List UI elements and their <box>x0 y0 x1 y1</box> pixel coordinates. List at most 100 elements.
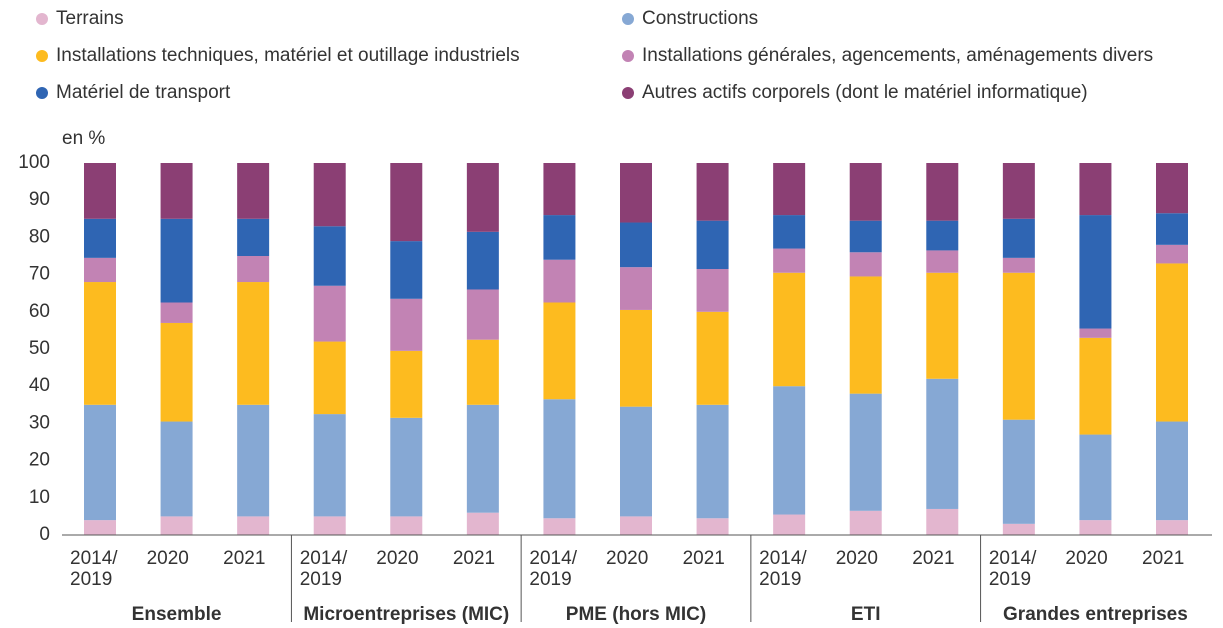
x-tick-label: 2020 <box>606 548 649 569</box>
y-tick-label: 90 <box>29 189 50 210</box>
bar-segment <box>466 404 499 513</box>
bar-segment <box>696 163 729 221</box>
bar-segment <box>696 404 729 519</box>
legend-label: Autres actifs corporels (dont le matérie… <box>642 82 1088 103</box>
bar-segment <box>237 218 270 256</box>
bar-segment <box>466 231 499 290</box>
bar-segment <box>466 163 499 232</box>
bar-segment <box>313 226 346 286</box>
bar-segment <box>1079 520 1112 535</box>
legend-label: Terrains <box>56 8 124 29</box>
x-tick-label: 2021 <box>452 548 496 569</box>
bar-segment <box>1156 263 1188 422</box>
x-tick-label: 2014/ 2019 <box>299 548 348 590</box>
bar-segment <box>773 163 806 216</box>
bar-segment <box>543 163 576 216</box>
bar-segment <box>773 386 806 515</box>
bar-segment <box>543 518 576 535</box>
legend-label: Installations générales, agencements, am… <box>642 45 1153 66</box>
bar-segment <box>1002 272 1035 420</box>
legend-marker <box>622 50 634 62</box>
bar-segment <box>1156 163 1188 214</box>
x-tick-label: 2014/ 2019 <box>759 548 807 590</box>
x-tick-label: 2021 <box>682 548 725 569</box>
y-tick-label: 0 <box>39 524 50 545</box>
bar-segment <box>620 163 652 223</box>
group-label: Ensemble <box>131 604 222 625</box>
bar-segment <box>390 163 423 242</box>
x-tick-label: 2021 <box>1142 548 1185 569</box>
bar-segment <box>1002 257 1035 273</box>
x-tick-label: 2020 <box>146 548 189 569</box>
bar-segment <box>620 406 652 517</box>
bar-segment <box>696 269 729 312</box>
legend-marker <box>36 87 48 99</box>
bar-segment <box>313 414 346 517</box>
x-tick-label: 2020 <box>376 548 419 569</box>
bar-segment <box>543 302 576 400</box>
bar-segment <box>543 215 576 260</box>
bar-segment <box>620 222 652 268</box>
x-tick-label: 2014/ 2019 <box>70 548 118 590</box>
bar-segment <box>1079 163 1112 216</box>
bar-segment <box>84 257 116 283</box>
x-tick-label: 2014/ 2019 <box>988 548 1037 590</box>
bar-segment <box>1156 213 1188 245</box>
y-tick-label: 20 <box>29 450 50 471</box>
bar-segment <box>926 220 959 251</box>
bar-segment <box>84 163 116 219</box>
bar-segment <box>926 508 959 535</box>
bar-segment <box>160 421 193 517</box>
y-tick-label: 30 <box>29 412 50 433</box>
bar-segment <box>313 285 346 342</box>
bar-segment <box>313 163 346 227</box>
bar-segment <box>926 163 959 221</box>
y-tick-label: 10 <box>29 487 50 508</box>
bar-segment <box>1002 218 1035 258</box>
bar-segment <box>773 272 806 387</box>
y-tick-label: 100 <box>18 152 50 173</box>
bar-segment <box>390 350 423 418</box>
bar-segment <box>1079 337 1112 435</box>
bar-segment <box>696 220 729 270</box>
y-axis-label: en % <box>62 128 105 149</box>
group-label: Microentreprises (MIC) <box>303 604 510 625</box>
bar-segment <box>1079 328 1112 338</box>
legend-label: Installations techniques, matériel et ou… <box>56 45 520 66</box>
bar-segment <box>620 516 652 535</box>
bar-segment <box>466 289 499 340</box>
bar-segment <box>1002 163 1035 219</box>
bar-segment <box>313 516 346 535</box>
bar-segment <box>1002 523 1035 535</box>
bar-segment <box>390 241 423 299</box>
bar-segment <box>160 302 193 323</box>
bar-segment <box>773 215 806 249</box>
bar-segment <box>926 272 959 379</box>
bar-segment <box>1156 520 1188 535</box>
bar-segment <box>237 282 270 405</box>
group-label: ETI <box>850 604 881 625</box>
x-tick-label: 2021 <box>223 548 266 569</box>
bar-segment <box>390 298 423 351</box>
bar-segment <box>390 417 423 517</box>
bar-segment <box>849 163 882 221</box>
bar-segment <box>696 311 729 405</box>
bar-segment <box>84 282 116 405</box>
bar-segment <box>160 218 193 303</box>
bar-segment <box>1156 244 1188 264</box>
bar-segment <box>160 322 193 422</box>
bar-segment <box>543 399 576 519</box>
bar-segment <box>84 218 116 258</box>
legend-label: Matériel de transport <box>56 82 231 103</box>
bar-segment <box>849 510 882 535</box>
bar-segment <box>773 514 806 535</box>
bar-segment <box>620 267 652 310</box>
group-label: Grandes entreprises <box>1003 604 1188 625</box>
bar-segment <box>1002 419 1035 524</box>
legend-marker <box>622 13 634 25</box>
bar-segment <box>466 512 499 535</box>
y-tick-label: 40 <box>29 375 50 396</box>
y-tick-label: 70 <box>29 264 50 285</box>
